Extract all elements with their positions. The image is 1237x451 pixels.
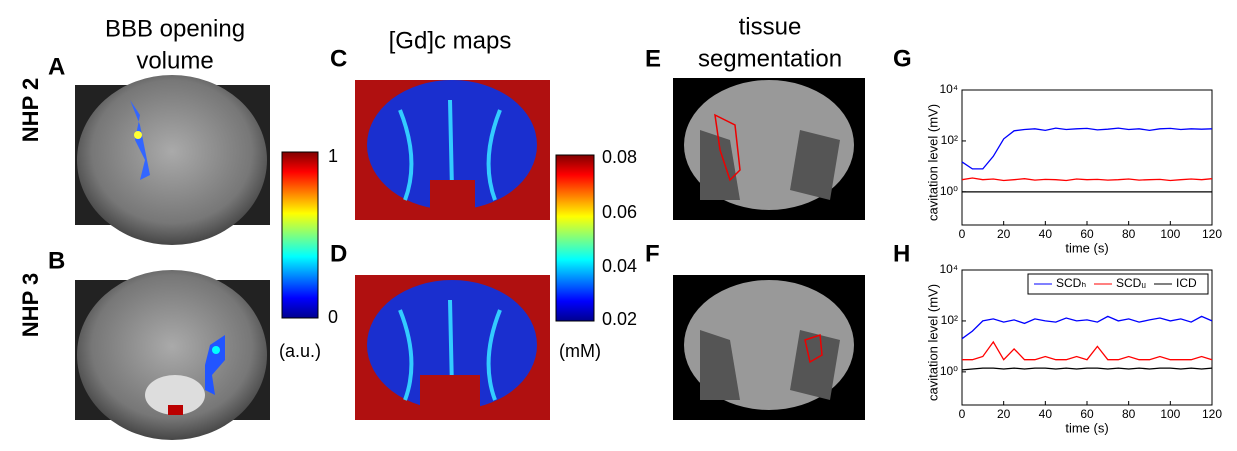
colorbar: [556, 155, 594, 321]
line-series: [962, 128, 1212, 169]
y-tick-label: 10²: [941, 313, 958, 327]
x-tick-label: 120: [1202, 407, 1222, 421]
column-title: volume: [136, 47, 213, 74]
column-title: BBB opening: [105, 15, 245, 42]
x-tick-label: 20: [997, 407, 1011, 421]
panel-letter: E: [645, 45, 661, 72]
line-series: [962, 178, 1212, 181]
colorbar-tick: 0.08: [602, 147, 637, 167]
column-title: [Gd]c maps: [389, 27, 512, 54]
legend-label: SCDₕ: [1056, 276, 1086, 290]
panel-letter: G: [893, 45, 912, 72]
legend-label: ICD: [1176, 276, 1197, 290]
gd-map: [355, 275, 550, 420]
row-label: NHP 3: [18, 273, 43, 337]
x-tick-label: 100: [1160, 227, 1180, 241]
column-title: segmentation: [698, 45, 842, 72]
panel-letter: H: [893, 240, 910, 267]
segmentation-image: [673, 78, 865, 220]
x-tick-label: 80: [1122, 227, 1136, 241]
x-tick-label: 80: [1122, 407, 1136, 421]
y-axis-label: cavitation level (mV): [925, 104, 940, 221]
segmentation-image: [673, 275, 865, 420]
x-tick-label: 20: [997, 227, 1011, 241]
panel-letter: F: [645, 240, 660, 267]
gd-map: [355, 80, 550, 220]
colorbar-tick: 0.04: [602, 256, 637, 276]
y-tick-label: 10²: [941, 133, 958, 147]
colorbar-tick: 0.02: [602, 309, 637, 329]
colorbar-tick: 1: [328, 146, 338, 166]
panel-letter: C: [330, 45, 347, 72]
legend-label: SCDᵤ: [1116, 276, 1146, 290]
mri-image: [75, 270, 270, 440]
colorbar-tick: 0: [328, 307, 338, 327]
x-tick-label: 60: [1080, 407, 1094, 421]
x-tick-label: 0: [959, 407, 966, 421]
line-series: [962, 342, 1212, 360]
y-tick-label: 10⁰: [940, 184, 958, 198]
x-axis-label: time (s): [1065, 420, 1108, 435]
x-tick-label: 60: [1080, 227, 1094, 241]
y-tick-label: 10⁴: [939, 262, 958, 276]
y-tick-label: 10⁰: [940, 364, 958, 378]
x-tick-label: 40: [1039, 227, 1053, 241]
y-axis-label: cavitation level (mV): [925, 284, 940, 401]
plot-area: [962, 90, 1212, 225]
colorbar: [282, 152, 318, 318]
line-series: [962, 368, 1212, 370]
x-tick-label: 120: [1202, 227, 1222, 241]
panel-letter: B: [48, 247, 65, 274]
x-tick-label: 0: [959, 227, 966, 241]
panel-letter: A: [48, 53, 65, 80]
x-tick-label: 100: [1160, 407, 1180, 421]
row-label: NHP 2: [18, 78, 43, 142]
x-axis-label: time (s): [1065, 240, 1108, 255]
panel-letter: D: [330, 240, 347, 267]
colorbar-unit: (mM): [559, 341, 601, 361]
x-tick-label: 40: [1039, 407, 1053, 421]
line-series: [962, 316, 1212, 338]
colorbar-unit: (a.u.): [279, 341, 321, 361]
y-tick-label: 10⁴: [939, 82, 958, 96]
mri-image: [75, 75, 270, 245]
figure: BBB opening volume [Gd]c maps tissue seg…: [0, 0, 1237, 451]
column-title: tissue: [739, 13, 802, 40]
colorbar-tick: 0.06: [602, 202, 637, 222]
